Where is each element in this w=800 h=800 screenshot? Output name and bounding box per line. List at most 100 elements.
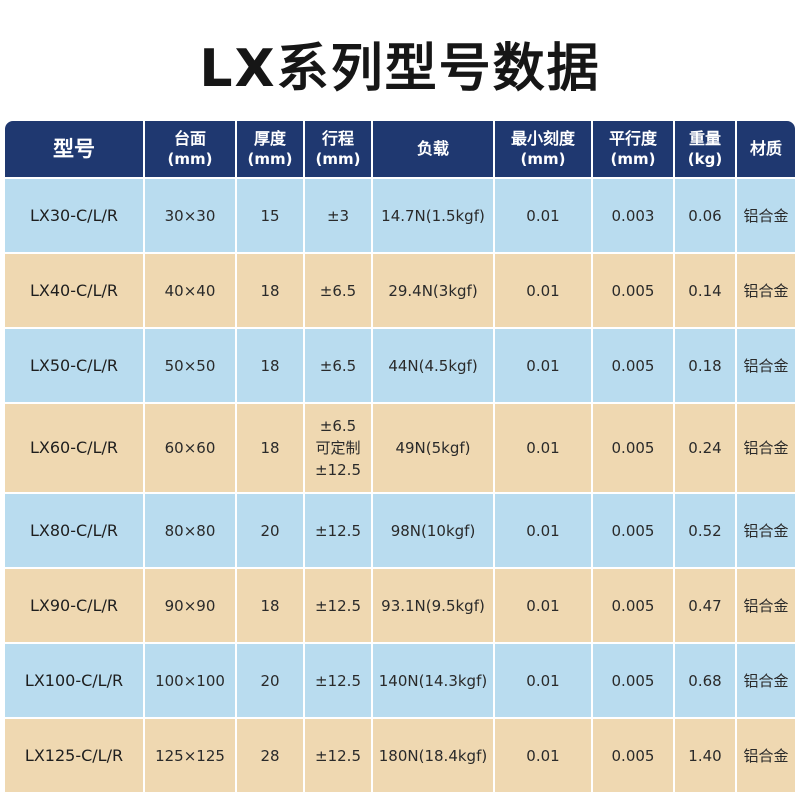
cell-load: 180N(18.4kgf) xyxy=(373,719,495,794)
cell-min-scale: 0.01 xyxy=(495,644,593,719)
cell-min-scale: 0.01 xyxy=(495,569,593,644)
cell-load: 14.7N(1.5kgf) xyxy=(373,179,495,254)
header-thickness: 厚度 (mm) xyxy=(237,121,305,179)
header-parallelism: 平行度 (mm) xyxy=(593,121,675,179)
header-load: 负载 xyxy=(373,121,495,179)
cell-material: 铝合金 xyxy=(737,569,795,644)
cell-stroke: ±12.5 xyxy=(305,494,373,569)
header-min-scale: 最小刻度 (mm) xyxy=(495,121,593,179)
cell-table-size: 90×90 xyxy=(145,569,237,644)
cell-table-size: 40×40 xyxy=(145,254,237,329)
cell-thickness: 18 xyxy=(237,569,305,644)
stroke-line: ±12.5 xyxy=(315,746,361,765)
cell-stroke: ±3 xyxy=(305,179,373,254)
cell-material: 铝合金 xyxy=(737,329,795,404)
cell-stroke: ±12.5 xyxy=(305,569,373,644)
cell-material: 铝合金 xyxy=(737,404,795,494)
cell-table-size: 50×50 xyxy=(145,329,237,404)
stroke-line: ±12.5 xyxy=(315,596,361,615)
header-unit: (mm) xyxy=(167,150,213,168)
cell-weight: 0.18 xyxy=(675,329,737,404)
cell-model: LX30-C/L/R xyxy=(5,179,145,254)
header-label: 负载 xyxy=(416,139,449,158)
cell-thickness: 15 xyxy=(237,179,305,254)
stroke-line: ±6.5 xyxy=(319,417,357,435)
header-model: 型号 xyxy=(5,121,145,179)
header-unit: (mm) xyxy=(247,150,293,168)
stroke-line: ±12.5 xyxy=(315,461,361,479)
cell-thickness: 18 xyxy=(237,254,305,329)
cell-stroke: ±6.5 可定制 ±12.5 xyxy=(305,404,373,494)
cell-parallelism: 0.003 xyxy=(593,179,675,254)
table-row: LX60-C/L/R 60×60 18 ±6.5 可定制 ±12.5 49N(5kgf) 0.… xyxy=(5,404,795,494)
cell-material: 铝合金 xyxy=(737,254,795,329)
header-label: 材质 xyxy=(749,139,782,158)
cell-min-scale: 0.01 xyxy=(495,404,593,494)
cell-parallelism: 0.005 xyxy=(593,329,675,404)
cell-model: LX40-C/L/R xyxy=(5,254,145,329)
cell-weight: 0.06 xyxy=(675,179,737,254)
cell-min-scale: 0.01 xyxy=(495,719,593,794)
header-label: 型号 xyxy=(53,137,95,161)
cell-weight: 0.68 xyxy=(675,644,737,719)
cell-load: 140N(14.3kgf) xyxy=(373,644,495,719)
cell-model: LX125-C/L/R xyxy=(5,719,145,794)
header-unit: (mm) xyxy=(315,150,361,168)
cell-model: LX80-C/L/R xyxy=(5,494,145,569)
cell-thickness: 28 xyxy=(237,719,305,794)
header-stroke: 行程 (mm) xyxy=(305,121,373,179)
cell-thickness: 18 xyxy=(237,404,305,494)
table-row: LX100-C/L/R 100×100 20 ±12.5 140N(14.3kgf) 0.… xyxy=(5,644,795,719)
cell-model: LX50-C/L/R xyxy=(5,329,145,404)
table-body: LX30-C/L/R 30×30 15 ±3 14.7N(1.5kgf) 0.01 0.00… xyxy=(5,179,795,794)
stroke-line: ±6.5 xyxy=(319,356,357,375)
table-row: LX90-C/L/R 90×90 18 ±12.5 93.1N(9.5kgf) 0.01 0… xyxy=(5,569,795,644)
header-table-size: 台面 (mm) xyxy=(145,121,237,179)
cell-weight: 0.24 xyxy=(675,404,737,494)
header-unit: (mm) xyxy=(610,150,656,168)
header-label: 重量 xyxy=(688,129,721,148)
header-weight: 重量 (kg) xyxy=(675,121,737,179)
cell-parallelism: 0.005 xyxy=(593,719,675,794)
cell-parallelism: 0.005 xyxy=(593,644,675,719)
header-label: 厚度 xyxy=(253,129,286,148)
page-title: LX系列型号数据 xyxy=(199,38,601,99)
cell-stroke: ±6.5 xyxy=(305,254,373,329)
cell-material: 铝合金 xyxy=(737,494,795,569)
cell-stroke: ±12.5 xyxy=(305,644,373,719)
cell-model: LX60-C/L/R xyxy=(5,404,145,494)
cell-material: 铝合金 xyxy=(737,179,795,254)
cell-load: 44N(4.5kgf) xyxy=(373,329,495,404)
header-label: 最小刻度 xyxy=(510,129,575,148)
cell-load: 93.1N(9.5kgf) xyxy=(373,569,495,644)
stroke-line: ±3 xyxy=(326,206,350,225)
cell-material: 铝合金 xyxy=(737,719,795,794)
cell-min-scale: 0.01 xyxy=(495,329,593,404)
header-label: 行程 xyxy=(321,129,354,148)
header-row: 型号 台面 (mm) 厚度 (mm) 行程 (mm) 负载 最小刻度 (mm) 平行度 (mm) 重量 (… xyxy=(5,121,795,179)
header-unit: (kg) xyxy=(687,150,723,168)
cell-weight: 0.14 xyxy=(675,254,737,329)
cell-parallelism: 0.005 xyxy=(593,569,675,644)
cell-load: 49N(5kgf) xyxy=(373,404,495,494)
table-row: LX40-C/L/R 40×40 18 ±6.5 29.4N(3kgf) 0.01 0.00… xyxy=(5,254,795,329)
stroke-line: ±12.5 xyxy=(315,671,361,690)
cell-table-size: 100×100 xyxy=(145,644,237,719)
header-label: 平行度 xyxy=(608,129,657,148)
cell-parallelism: 0.005 xyxy=(593,404,675,494)
header-unit: (mm) xyxy=(520,150,566,168)
cell-min-scale: 0.01 xyxy=(495,494,593,569)
cell-stroke: ±6.5 xyxy=(305,329,373,404)
cell-parallelism: 0.005 xyxy=(593,494,675,569)
cell-thickness: 20 xyxy=(237,644,305,719)
cell-thickness: 20 xyxy=(237,494,305,569)
header-material: 材质 xyxy=(737,121,795,179)
cell-min-scale: 0.01 xyxy=(495,254,593,329)
cell-table-size: 80×80 xyxy=(145,494,237,569)
cell-parallelism: 0.005 xyxy=(593,254,675,329)
cell-thickness: 18 xyxy=(237,329,305,404)
cell-weight: 1.40 xyxy=(675,719,737,794)
cell-material: 铝合金 xyxy=(737,644,795,719)
cell-model: LX100-C/L/R xyxy=(5,644,145,719)
table-row: LX30-C/L/R 30×30 15 ±3 14.7N(1.5kgf) 0.01 0.00… xyxy=(5,179,795,254)
